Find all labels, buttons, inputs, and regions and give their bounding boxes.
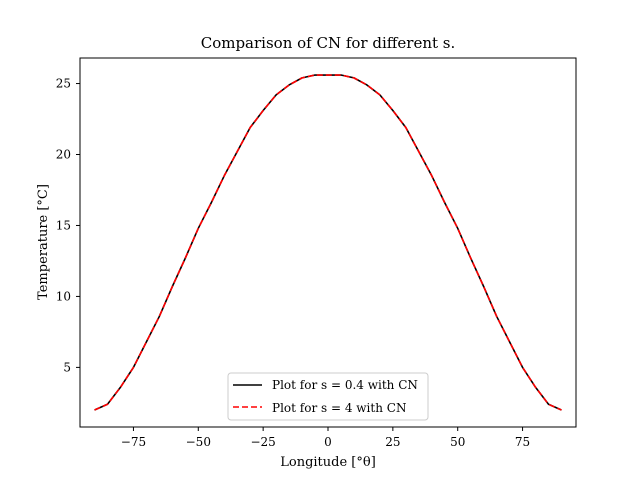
series-line-1 bbox=[94, 74, 562, 411]
x-tick-label: 25 bbox=[385, 435, 400, 449]
y-tick-label: 5 bbox=[63, 360, 71, 374]
x-axis-ticks: −75 −50 −25 0 25 50 75 bbox=[121, 427, 530, 449]
x-tick-label: −50 bbox=[186, 435, 211, 449]
y-tick-label: 25 bbox=[56, 77, 71, 91]
x-axis-label: Longitude [°θ] bbox=[280, 455, 376, 470]
legend-label-series-0: Plot for s = 0.4 with CN bbox=[272, 378, 418, 392]
x-tick-label: 50 bbox=[450, 435, 465, 449]
x-tick-label: −25 bbox=[250, 435, 275, 449]
x-tick-label: −75 bbox=[121, 435, 146, 449]
legend-box bbox=[227, 372, 429, 421]
x-tick-label: 0 bbox=[324, 435, 332, 449]
chart-title: Comparison of CN for different s. bbox=[201, 34, 456, 52]
y-tick-label: 20 bbox=[56, 148, 71, 162]
legend-label-series-1: Plot for s = 4 with CN bbox=[272, 401, 406, 415]
y-tick-label: 15 bbox=[56, 218, 71, 232]
x-tick-label: 75 bbox=[515, 435, 530, 449]
plot-area bbox=[94, 74, 562, 411]
y-axis-ticks: 5 10 15 20 25 bbox=[56, 77, 80, 374]
y-tick-label: 10 bbox=[56, 289, 71, 303]
legend: Plot for s = 0.4 with CN Plot for s = 4 … bbox=[227, 372, 429, 421]
y-axis-label: Temperature [°C] bbox=[36, 184, 51, 300]
series-layer bbox=[94, 74, 562, 411]
